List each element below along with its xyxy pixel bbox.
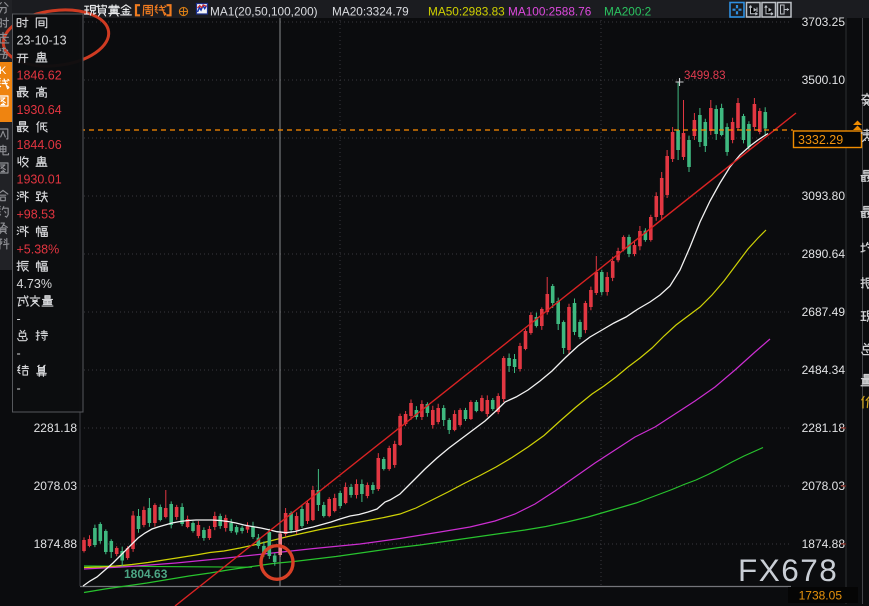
svg-text:2687.49: 2687.49 (802, 305, 846, 319)
svg-text:3332.29: 3332.29 (798, 133, 843, 147)
svg-text:4.73%: 4.73% (17, 277, 52, 291)
svg-text:1874.88: 1874.88 (802, 537, 846, 551)
svg-text:3703.25: 3703.25 (802, 15, 846, 29)
svg-text:1844.06: 1844.06 (17, 138, 62, 152)
svg-text:MA1(20,50,100,200): MA1(20,50,100,200) (210, 5, 318, 19)
svg-text:1930.64: 1930.64 (17, 103, 62, 117)
svg-text:+5.38%: +5.38% (17, 242, 60, 256)
svg-text:3500.10: 3500.10 (802, 73, 846, 87)
svg-text:+98.53: +98.53 (17, 208, 56, 222)
svg-text:MA200:2: MA200:2 (604, 5, 651, 19)
svg-text:2281.18: 2281.18 (34, 421, 78, 435)
svg-text:2078.03: 2078.03 (34, 479, 78, 493)
svg-text:2281.18: 2281.18 (802, 421, 846, 435)
svg-text:MA100:2588.76: MA100:2588.76 (508, 5, 592, 19)
svg-text:-: - (17, 312, 21, 326)
svg-text:3093.80: 3093.80 (802, 189, 846, 203)
svg-text:FX678: FX678 (738, 552, 838, 588)
svg-text:MA50:2983.83: MA50:2983.83 (428, 5, 505, 19)
svg-text:3499.83: 3499.83 (684, 70, 726, 82)
svg-text:1738.05: 1738.05 (799, 589, 843, 603)
svg-text:23-10-13: 23-10-13 (17, 34, 67, 48)
svg-text:2078.03: 2078.03 (802, 479, 846, 493)
svg-text:2890.64: 2890.64 (802, 247, 846, 261)
svg-text:2484.34: 2484.34 (802, 363, 846, 377)
svg-text:-: - (17, 382, 21, 396)
svg-text:1874.88: 1874.88 (34, 537, 78, 551)
svg-text:1846.62: 1846.62 (17, 68, 62, 82)
svg-text:-: - (17, 347, 21, 361)
svg-text:1804.63: 1804.63 (124, 567, 168, 581)
svg-text:K: K (0, 65, 7, 77)
svg-text:1930.01: 1930.01 (17, 173, 62, 187)
svg-text:MA20:3324.79: MA20:3324.79 (332, 5, 409, 19)
